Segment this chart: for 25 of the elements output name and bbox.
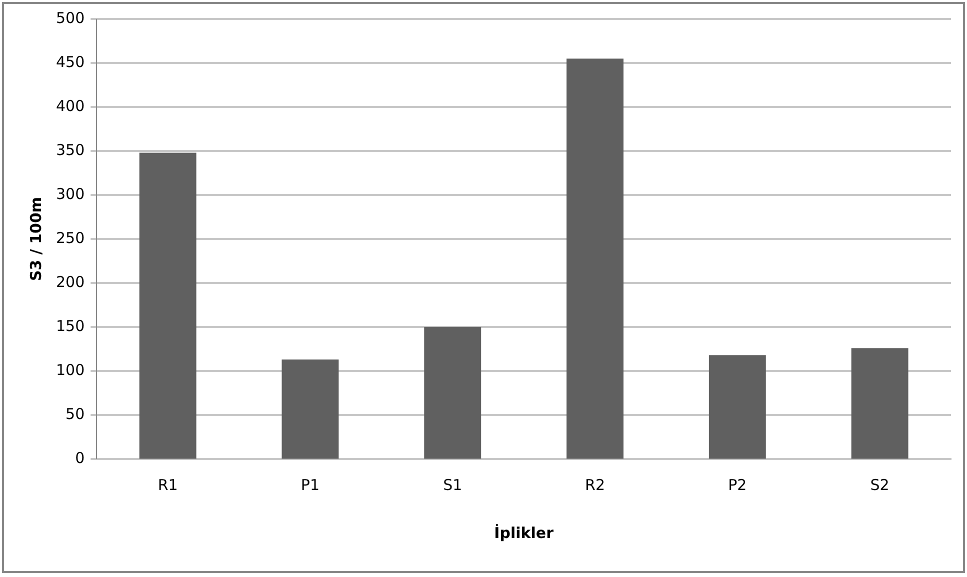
y-tick-label: 500 [56, 8, 85, 27]
x-tick-label: P1 [300, 476, 320, 494]
bar [851, 348, 908, 458]
y-tick-label: 150 [56, 316, 85, 335]
y-tick-label: 400 [56, 96, 85, 115]
x-tick-label: R1 [158, 476, 178, 494]
x-tick-label: S1 [443, 476, 462, 494]
y-tick-label: 350 [56, 140, 85, 159]
bar [282, 360, 339, 458]
y-tick-label: 450 [56, 52, 85, 71]
bar [424, 327, 482, 458]
y-axis-title: S3 / 100m [26, 196, 45, 282]
bar [566, 58, 624, 458]
x-tick-label: S2 [870, 476, 890, 494]
bar [708, 355, 766, 458]
y-tick-label: 300 [56, 184, 85, 203]
y-tick-label: 200 [56, 272, 85, 291]
y-tick-label: 0 [75, 448, 85, 467]
x-tick-label: P2 [728, 476, 747, 494]
y-tick-label: 50 [66, 404, 85, 423]
y-tick-label: 100 [56, 360, 85, 379]
y-tick-label: 250 [56, 228, 85, 247]
x-axis-title: İplikler [494, 524, 554, 542]
x-tick-label: R2 [585, 476, 605, 494]
bar [139, 152, 196, 458]
